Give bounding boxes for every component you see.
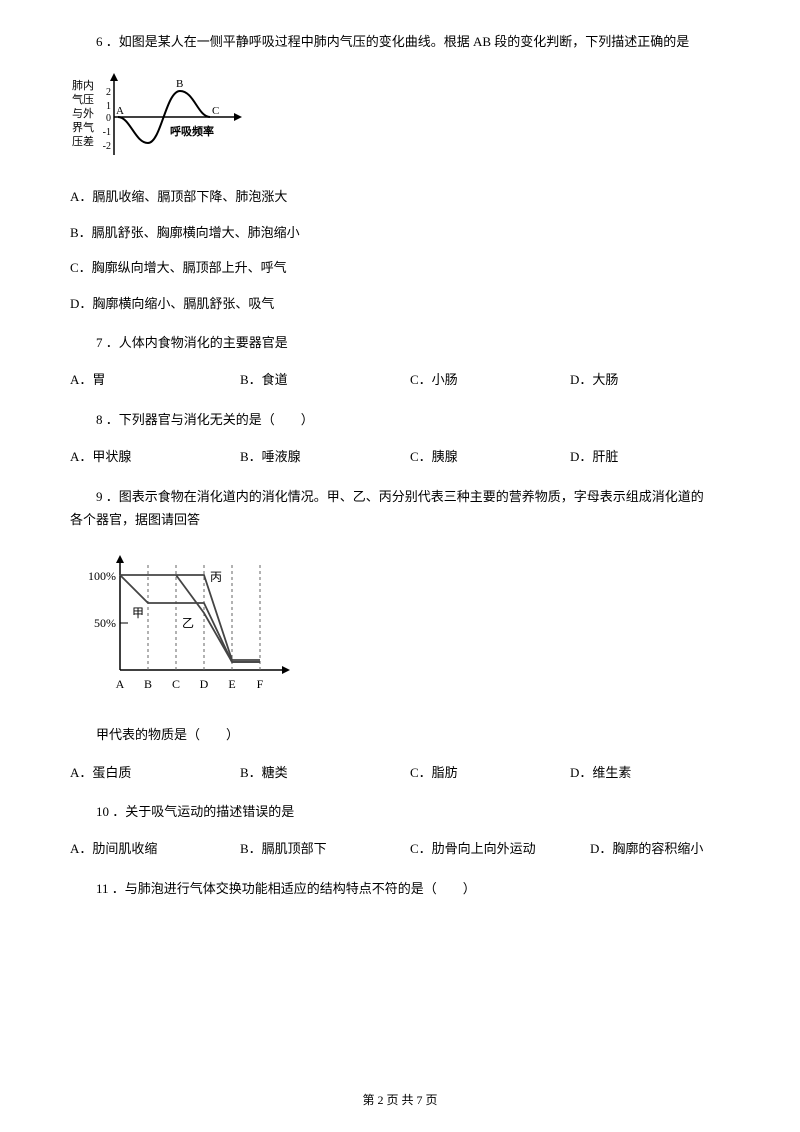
q6-point-c: C (212, 105, 219, 117)
q7-opt-d: D．大肠 (570, 368, 730, 391)
q6-opt-c: C．胸廓纵向增大、膈顶部上升、呼气 (70, 256, 730, 279)
q9-y-arrow (116, 555, 124, 563)
q6-ytick-2: 0 (106, 113, 111, 124)
q11-text: 11 ．与肺泡进行气体交换功能相适应的结构特点不符的是（ ） (70, 877, 730, 900)
q6-point-b: B (176, 78, 183, 90)
q6-x-arrow (234, 113, 242, 121)
q8-opt-b: B．唾液腺 (240, 445, 410, 468)
q7-opt-a: A．胃 (70, 368, 240, 391)
q9-subq: 甲代表的物质是（ ） (70, 723, 730, 746)
q9-x-arrow (282, 666, 290, 674)
q6-options: A．膈肌收缩、膈顶部下降、肺泡涨大 B．膈肌舒张、胸廓横向增大、肺泡缩小 C．胸… (70, 185, 730, 315)
q9-xtick-1: B (144, 677, 152, 691)
q6-chart: 肺内 气压 与外 界气 压差 2 1 0 -1 -2 A (70, 67, 250, 167)
q8-opt-d: D．肝脏 (570, 445, 730, 468)
q8-text: 8 ．下列器官与消化无关的是（ ） (70, 408, 730, 431)
q6-y-arrow (110, 73, 118, 81)
q6-ytick-3: -1 (103, 127, 111, 138)
q9-xtick-0: A (116, 677, 125, 691)
q9-label-bing: 丙 (210, 570, 222, 584)
q9-xtick-2: C (172, 677, 180, 691)
q9-xtick-4: E (228, 677, 235, 691)
q9-vgrids (148, 565, 260, 670)
q10-opt-b: B．膈肌顶部下 (240, 837, 410, 860)
page-footer: 第 2 页 共 7 页 (0, 1090, 800, 1112)
q6-ytick-0: 2 (106, 87, 111, 98)
question-9: 9 ．图表示食物在消化道内的消化情况。甲、乙、丙分别代表三种主要的营养物质，字母… (70, 485, 730, 785)
q6-ylabel-3: 与外 (72, 107, 94, 120)
q7-opt-c: C．小肠 (410, 368, 570, 391)
q8-opt-c: C．胰腺 (410, 445, 570, 468)
q9-xtick-5: F (257, 677, 264, 691)
q7-options: A．胃 B．食道 C．小肠 D．大肠 (70, 368, 730, 391)
q6-ylabel-4: 界气 (72, 120, 94, 134)
q9-text-1: 9 ．图表示食物在消化道内的消化情况。甲、乙、丙分别代表三种主要的营养物质，字母… (70, 485, 730, 508)
q9-ytick-0: 100% (88, 569, 116, 583)
q6-opt-d: D．胸廓横向缩小、膈肌舒张、吸气 (70, 292, 730, 315)
q9-opt-a: A．蛋白质 (70, 761, 240, 784)
q8-options: A．甲状腺 B．唾液腺 C．胰腺 D．肝脏 (70, 445, 730, 468)
q6-ylabel-2: 气压 (72, 92, 94, 106)
q9-opt-c: C．脂肪 (410, 761, 570, 784)
q10-opt-c: C．肋骨向上向外运动 (410, 837, 590, 860)
q9-figure: 100% 50% A B C D E F (70, 545, 730, 705)
q9-label-jia: 甲 (132, 606, 144, 620)
q7-text: 7 ．人体内食物消化的主要器官是 (70, 331, 730, 354)
q6-ytick-1: 1 (106, 101, 111, 112)
question-7: 7 ．人体内食物消化的主要器官是 A．胃 B．食道 C．小肠 D．大肠 (70, 331, 730, 392)
q6-ylabel-1: 肺内 (72, 78, 94, 92)
q10-text: 10 ．关于吸气运动的描述错误的是 (70, 800, 730, 823)
q9-opt-d: D．维生素 (570, 761, 730, 784)
q6-opt-a: A．膈肌收缩、膈顶部下降、肺泡涨大 (70, 185, 730, 208)
q6-text: 6 ．如图是某人在一侧平静呼吸过程中肺内气压的变化曲线。根据 AB 段的变化判断… (70, 30, 730, 53)
q10-opt-a: A．肋间肌收缩 (70, 837, 240, 860)
q8-opt-a: A．甲状腺 (70, 445, 240, 468)
question-6: 6 ．如图是某人在一侧平静呼吸过程中肺内气压的变化曲线。根据 AB 段的变化判断… (70, 30, 730, 315)
q6-ylabel-5: 压差 (72, 134, 94, 148)
q6-point-a: A (116, 105, 124, 117)
q6-xlabel: 呼吸频率 (170, 124, 214, 138)
q9-options: A．蛋白质 B．糖类 C．脂肪 D．维生素 (70, 761, 730, 784)
q9-opt-b: B．糖类 (240, 761, 410, 784)
q6-figure: 肺内 气压 与外 界气 压差 2 1 0 -1 -2 A (70, 67, 730, 167)
q6-ytick-4: -2 (103, 141, 111, 152)
q9-text-2: 各个器官，据图请回答 (70, 508, 730, 531)
q6-opt-b: B．膈肌舒张、胸廓横向增大、肺泡缩小 (70, 221, 730, 244)
question-8: 8 ．下列器官与消化无关的是（ ） A．甲状腺 B．唾液腺 C．胰腺 D．肝脏 (70, 408, 730, 469)
q10-opt-d: D．胸廓的容积缩小 (590, 837, 750, 860)
q9-label-yi: 乙 (182, 616, 194, 630)
q9-ytick-1: 50% (94, 616, 116, 630)
question-11: 11 ．与肺泡进行气体交换功能相适应的结构特点不符的是（ ） (70, 877, 730, 900)
q9-chart: 100% 50% A B C D E F (70, 545, 300, 705)
q7-opt-b: B．食道 (240, 368, 410, 391)
q9-xtick-3: D (200, 677, 209, 691)
q10-options: A．肋间肌收缩 B．膈肌顶部下 C．肋骨向上向外运动 D．胸廓的容积缩小 (70, 837, 730, 860)
question-10: 10 ．关于吸气运动的描述错误的是 A．肋间肌收缩 B．膈肌顶部下 C．肋骨向上… (70, 800, 730, 861)
